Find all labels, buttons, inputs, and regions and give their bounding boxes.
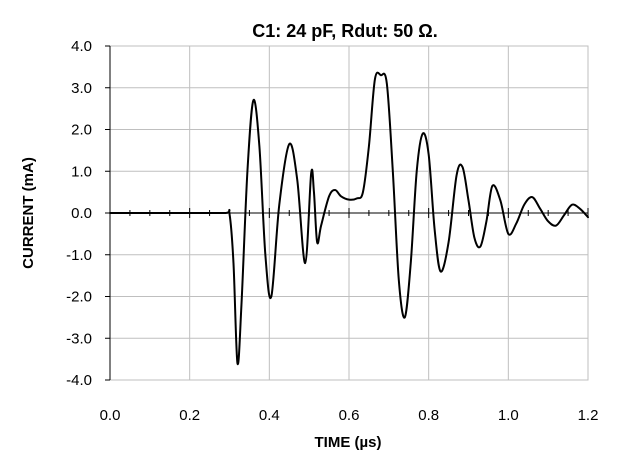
x-tick-label: 0.8 <box>418 407 439 424</box>
x-tick-label: 0.4 <box>259 407 280 424</box>
series-line <box>109 71 589 366</box>
x-tick-label: 0.6 <box>339 407 360 424</box>
y-tick-label: -1.0 <box>66 247 92 264</box>
x-tick-labels: 0.0 0.2 0.4 0.6 0.8 1.0 1.2 <box>100 407 599 424</box>
y-tick-label: -4.0 <box>66 372 92 389</box>
y-tick-label: -3.0 <box>66 330 92 347</box>
x-tick-label: 1.0 <box>498 407 519 424</box>
y-tick-label: 2.0 <box>71 122 92 139</box>
y-tick-label: 4.0 <box>71 38 92 55</box>
y-tick-label: 1.0 <box>71 163 92 180</box>
y-axis-title: CURRENT (mA) <box>20 157 37 269</box>
x-axis-title: TIME (µs) <box>315 434 382 451</box>
series-group <box>109 71 589 366</box>
x-tick-label: 1.2 <box>578 407 599 424</box>
y-tick-labels: -4.0 -3.0 -2.0 -1.0 0.0 1.0 2.0 3.0 4.0 <box>66 38 92 389</box>
x-tick-label: 0.2 <box>179 407 200 424</box>
y-tick-label: 3.0 <box>71 80 92 97</box>
y-tick-label: 0.0 <box>71 205 92 222</box>
x-tick-label: 0.0 <box>100 407 121 424</box>
y-tick-label: -2.0 <box>66 289 92 306</box>
chart-title: C1: 24 pF, Rdut: 50 Ω. <box>252 21 437 41</box>
